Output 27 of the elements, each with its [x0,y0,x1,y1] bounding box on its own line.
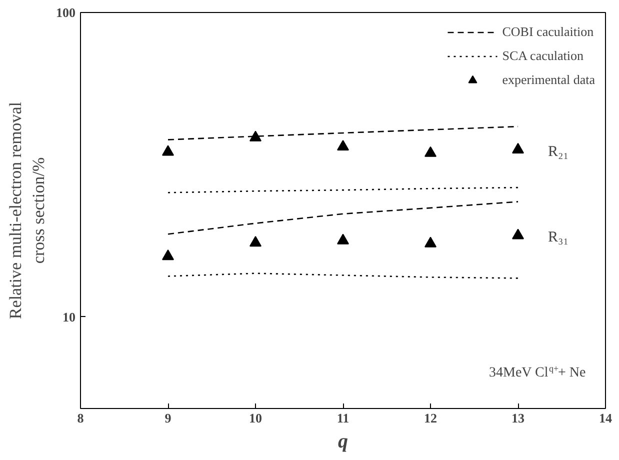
annotation: R₂₁ [548,144,568,160]
line-series [167,126,519,140]
y-tick-label: 100 [56,5,76,20]
point [250,236,262,247]
point [337,234,349,244]
x-tick-label: 9 [164,410,172,426]
point [424,236,436,248]
x-tick-label: 8 [77,410,84,426]
x-tick-label: 13 [512,410,525,426]
x-tick-label: 11 [336,410,350,426]
legend-label: COBI caculaition [502,24,594,40]
line-series [167,201,519,235]
x-tick-label: 14 [599,410,612,426]
point [250,130,262,142]
point [162,145,174,156]
point [337,140,349,150]
x-tick-label: 10 [249,410,262,426]
x-axis-title: q [338,430,348,452]
point [162,250,174,260]
point [512,228,524,240]
point [424,146,436,157]
point [512,142,524,154]
legend-label: SCA caculation [502,48,584,64]
y-axis-title: Relative multi-electron removal cross section/% [6,102,48,320]
x-tick-label: 12 [424,410,437,426]
annotation: R₃₁ [548,230,568,246]
legend-label: experimental data [502,72,595,88]
